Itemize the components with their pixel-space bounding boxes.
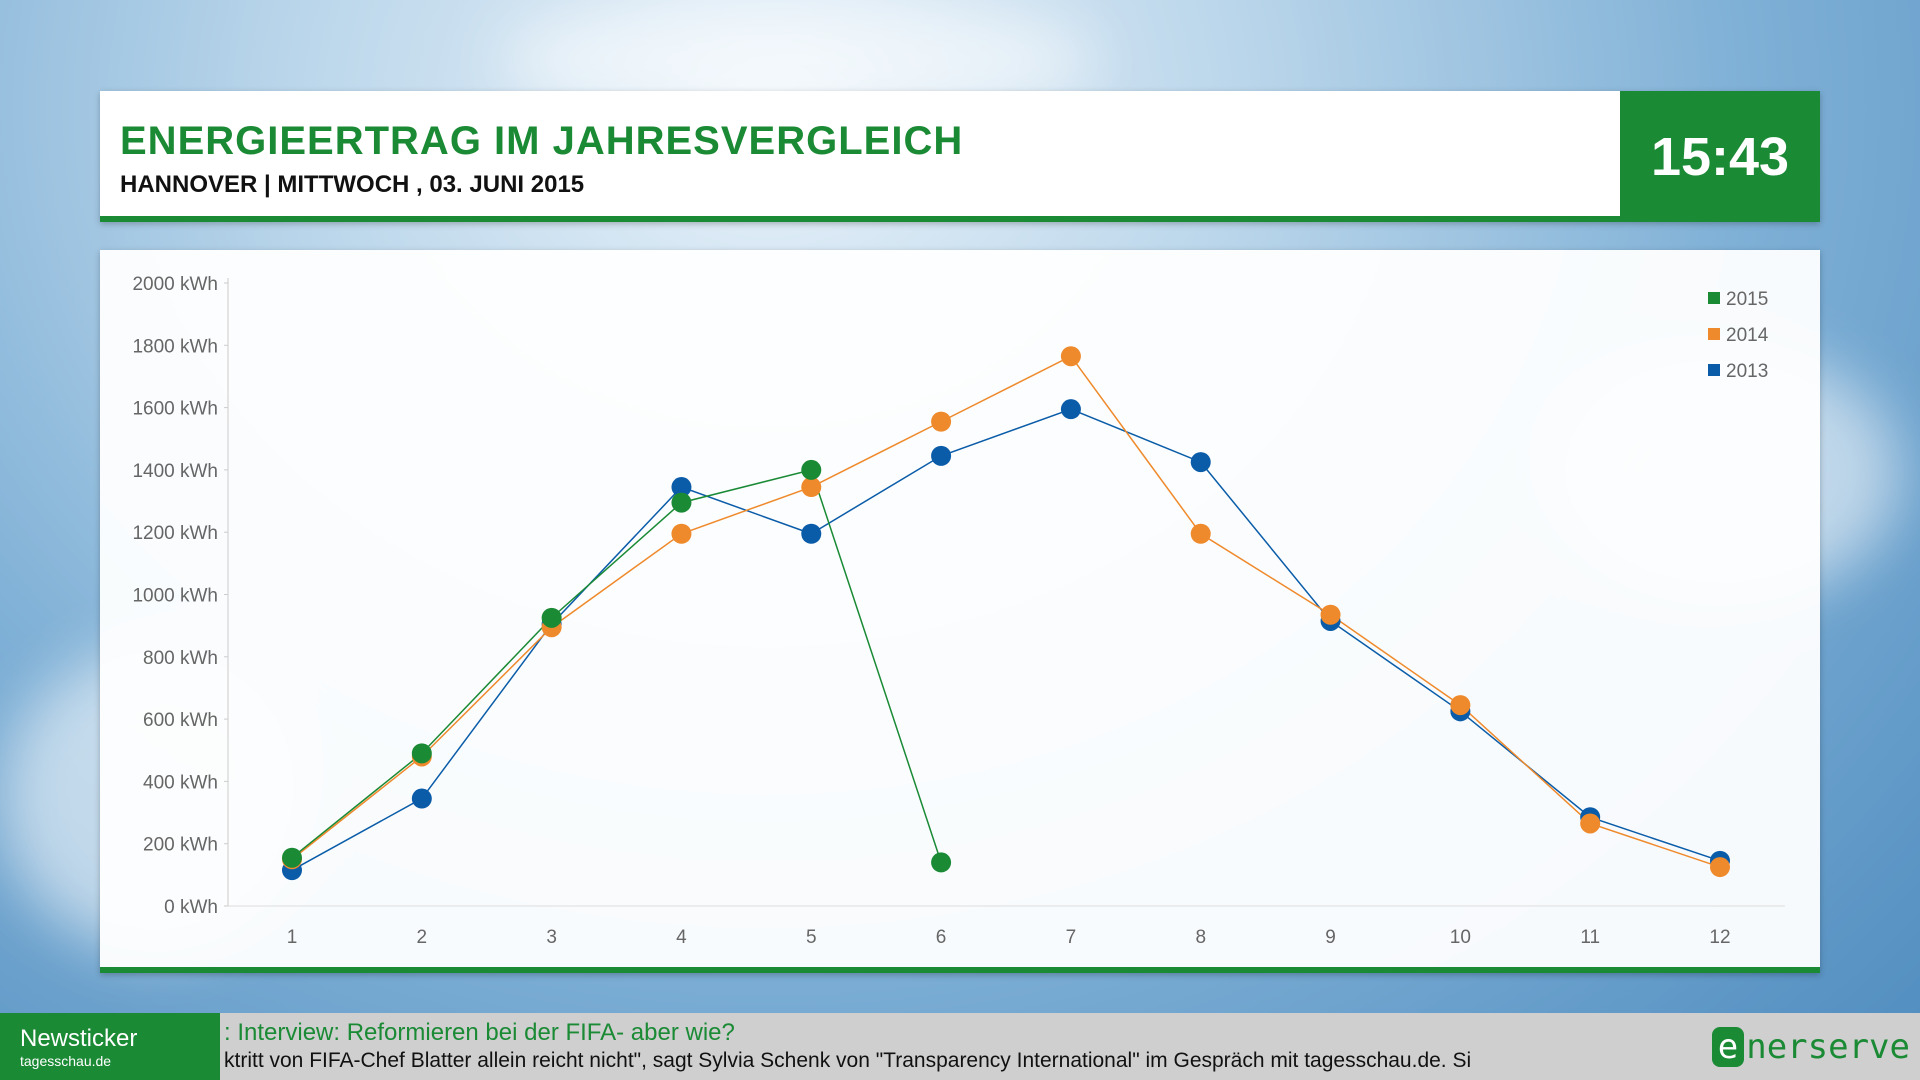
clock: 15:43 bbox=[1620, 91, 1820, 222]
data-point-2015 bbox=[931, 852, 952, 873]
logo-text: nerserve bbox=[1746, 1027, 1910, 1067]
y-tick-label: 1800 kWh bbox=[132, 336, 218, 357]
series-line-2015 bbox=[291, 469, 942, 863]
logo-e: e bbox=[1711, 1027, 1745, 1067]
data-point-2014 bbox=[1190, 523, 1211, 544]
y-tick-label: 1400 kWh bbox=[132, 461, 218, 482]
data-point-2014 bbox=[801, 477, 822, 498]
x-tick-label: 3 bbox=[546, 927, 557, 948]
data-point-2014 bbox=[1320, 604, 1341, 625]
x-tick-label: 9 bbox=[1325, 927, 1336, 948]
page-subtitle: HANNOVER | MITTWOCH , 03. JUNI 2015 bbox=[120, 171, 585, 198]
data-point-2014 bbox=[1710, 857, 1730, 878]
data-point-2014 bbox=[1580, 813, 1601, 834]
data-point-2015 bbox=[671, 492, 692, 513]
data-point-2015 bbox=[801, 459, 822, 480]
header-panel: ENERGIEERTRAG IM JAHRESVERGLEICH HANNOVE… bbox=[100, 91, 1820, 222]
data-point-2014 bbox=[931, 411, 952, 432]
page-title: ENERGIEERTRAG IM JAHRESVERGLEICH bbox=[120, 119, 964, 163]
y-tick-label: 1200 kWh bbox=[132, 523, 218, 544]
ticker-body: ktritt von FIFA-Chef Blatter allein reic… bbox=[224, 1049, 1472, 1072]
x-tick-label: 7 bbox=[1066, 927, 1077, 948]
chart-panel: 0 kWh 200 kWh 400 kWh 600 kWh 800 kWh 1000 kW… bbox=[100, 250, 1820, 973]
series-line-2013 bbox=[291, 408, 1721, 871]
x-tick-label: 2 bbox=[417, 927, 428, 948]
data-point-2014 bbox=[1450, 695, 1471, 716]
series-line-2014 bbox=[291, 355, 1721, 868]
data-point-2013 bbox=[1060, 399, 1081, 420]
y-tick-label: 800 kWh bbox=[143, 648, 218, 669]
data-point-2013 bbox=[411, 788, 432, 809]
y-tick-label: 200 kWh bbox=[143, 835, 218, 856]
data-point-2014 bbox=[1060, 346, 1081, 367]
data-point-2013 bbox=[931, 445, 952, 466]
data-point-2013 bbox=[1190, 452, 1211, 473]
data-point-2015 bbox=[282, 847, 302, 868]
x-tick-label: 6 bbox=[936, 927, 947, 948]
x-tick-label: 5 bbox=[806, 927, 817, 948]
data-point-2013 bbox=[671, 477, 692, 498]
x-tick-label: 10 bbox=[1450, 927, 1471, 948]
data-point-2013 bbox=[801, 523, 822, 544]
legend-swatch-2015 bbox=[1708, 292, 1720, 304]
y-tick-label: 2000 kWh bbox=[132, 274, 218, 295]
legend-label: 2013 bbox=[1726, 361, 1768, 382]
x-tick-label: 12 bbox=[1709, 927, 1730, 948]
ticker-label: Newsticker bbox=[20, 1025, 138, 1052]
x-tick-label: 8 bbox=[1195, 927, 1206, 948]
data-point-2014 bbox=[671, 523, 692, 544]
y-tick-label: 600 kWh bbox=[143, 710, 218, 731]
legend-swatch-2013 bbox=[1708, 364, 1720, 376]
legend-label: 2014 bbox=[1726, 325, 1769, 346]
legend-label: 2015 bbox=[1726, 289, 1768, 310]
y-tick-label: 1000 kWh bbox=[132, 586, 218, 607]
x-tick-label: 1 bbox=[287, 927, 298, 948]
data-point-2015 bbox=[411, 743, 432, 764]
news-ticker: Newsticker tagesschau.de : Interview: Re… bbox=[0, 1013, 1920, 1080]
y-tick-label: 1600 kWh bbox=[132, 399, 218, 420]
line-chart: 0 kWh 200 kWh 400 kWh 600 kWh 800 kWh 1000 kW… bbox=[132, 274, 1785, 948]
x-tick-label: 11 bbox=[1580, 927, 1600, 948]
data-point-2015 bbox=[541, 607, 562, 628]
ticker-source: tagesschau.de bbox=[20, 1053, 112, 1069]
x-tick-label: 4 bbox=[676, 927, 687, 948]
enerserve-logo: e nerserve bbox=[1711, 1027, 1910, 1067]
legend-swatch-2014 bbox=[1708, 328, 1720, 340]
ticker-headline[interactable]: : Interview: Reformieren bei der FIFA- a… bbox=[224, 1019, 735, 1046]
y-tick-label: 400 kWh bbox=[143, 772, 218, 793]
y-tick-label: 0 kWh bbox=[164, 897, 218, 918]
ticker-label-box: Newsticker tagesschau.de bbox=[0, 1013, 220, 1080]
